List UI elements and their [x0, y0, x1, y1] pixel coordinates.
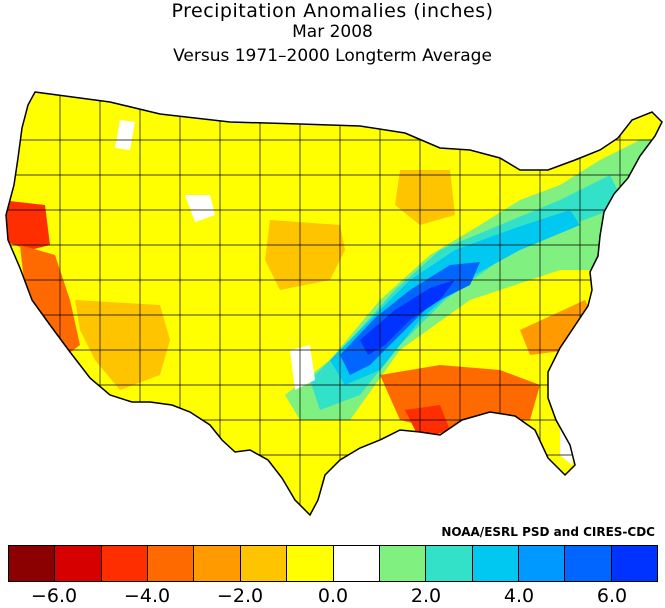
credit-text: NOAA/ESRL PSD and CIRES-CDC	[441, 525, 655, 539]
map-subtitle-base: Versus 1971–2000 Longterm Average	[173, 46, 492, 66]
legend-box	[426, 546, 473, 581]
region-deep-blue-core	[360, 280, 455, 355]
map-title: Precipitation Anomalies (inches)	[171, 0, 494, 22]
legend-box	[9, 546, 56, 581]
legend-tick: −2.0	[216, 585, 264, 607]
anomaly-fill	[6, 92, 662, 515]
legend-box	[55, 546, 102, 581]
legend-box	[472, 546, 519, 581]
region-midwest-gold	[395, 170, 455, 225]
us-precip-map	[5, 91, 663, 516]
division-lines	[6, 92, 662, 515]
legend-box	[287, 546, 334, 581]
region-white-2	[115, 120, 135, 150]
legend-box	[611, 546, 658, 581]
map-subtitle-date: Mar 2008	[292, 22, 373, 42]
legend-box	[565, 546, 612, 581]
region-ca-deep-orange	[20, 245, 80, 360]
legend-tick: 4.0	[503, 585, 535, 607]
legend-box	[148, 546, 195, 581]
legend-box	[240, 546, 288, 581]
legend-box	[101, 546, 149, 581]
legend-box	[518, 546, 566, 581]
legend-box	[333, 546, 380, 581]
legend-box	[379, 546, 427, 581]
region-sw-gold	[75, 300, 170, 390]
region-white-3	[185, 195, 215, 222]
legend-tick: 0.0	[317, 585, 349, 607]
legend-tick: −6.0	[30, 585, 78, 607]
legend-ticks: −6.0 −4.0 −2.0 0.0 2.0 4.0 6.0	[0, 585, 665, 608]
region-plains-gold	[265, 220, 345, 290]
legend-tick: 6.0	[596, 585, 628, 607]
region-pacific-red	[6, 200, 50, 250]
legend-tick: −4.0	[123, 585, 171, 607]
legend-tick: 2.0	[410, 585, 442, 607]
legend-box	[194, 546, 241, 581]
color-legend	[8, 545, 658, 582]
region-white-1	[290, 345, 315, 390]
